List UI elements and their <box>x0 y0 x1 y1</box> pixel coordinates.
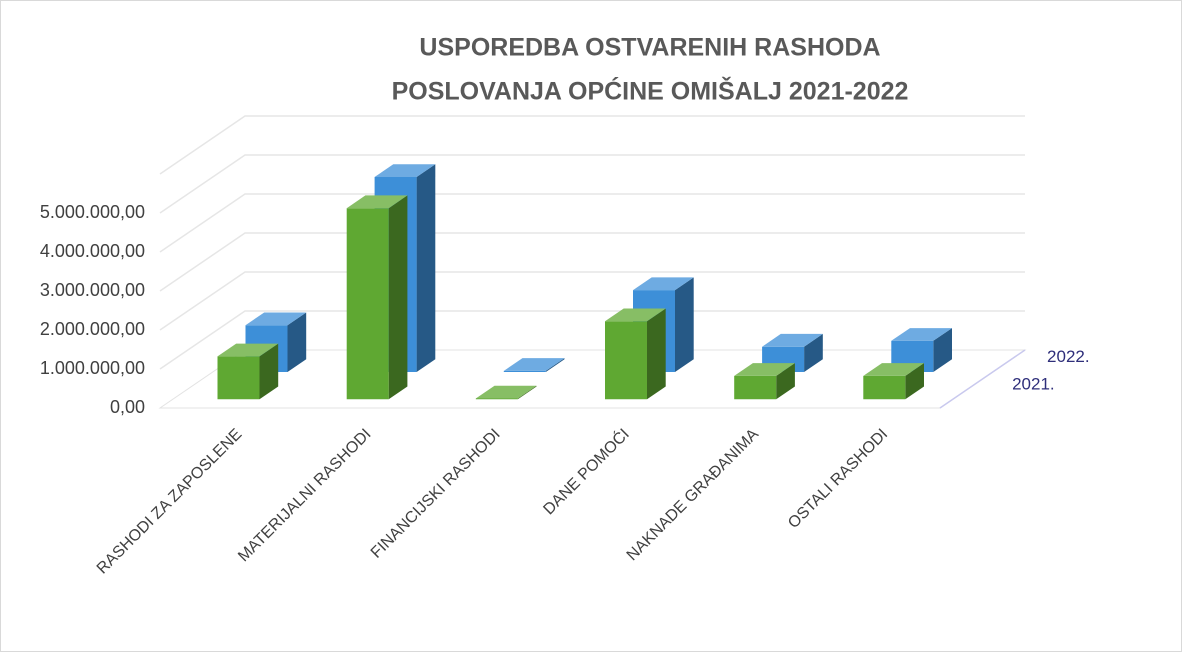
bar-side <box>647 308 666 400</box>
bar-top <box>503 358 565 371</box>
grid-line <box>159 232 1025 292</box>
bar-top <box>863 363 924 376</box>
bar-front <box>605 321 647 400</box>
bar <box>605 308 666 400</box>
side-edge <box>939 349 1026 409</box>
bar-front <box>475 398 518 400</box>
bar-top <box>245 312 307 326</box>
bar-top <box>891 328 952 341</box>
bar-top <box>605 308 666 322</box>
bar-side <box>905 363 924 400</box>
bar-top <box>346 195 408 209</box>
bar-top <box>374 164 436 177</box>
bar-side <box>545 358 565 372</box>
bar <box>863 363 924 400</box>
bar-side <box>259 343 279 400</box>
chart-title: POSLOVANJA OPĆINE OMIŠALJ 2021-2022 <box>392 76 909 106</box>
grid-line <box>159 115 1025 175</box>
y-tick-label: 2.000.000,00 <box>40 319 145 339</box>
bar-side <box>933 328 952 372</box>
bar-side <box>776 363 795 400</box>
bar-top <box>633 277 694 291</box>
bar <box>217 343 279 400</box>
grid-line <box>159 193 1025 253</box>
bar-front <box>863 375 906 400</box>
grid-line <box>159 154 1025 214</box>
chart-title: USPOREDBA OSTVARENIH RASHODA <box>419 34 880 62</box>
bar-top <box>762 333 823 347</box>
bar-side <box>416 164 436 372</box>
y-tick-label: 3.000.000,00 <box>40 280 145 300</box>
bar-side <box>388 195 408 400</box>
bar-side <box>675 277 694 372</box>
bar-front <box>734 375 777 400</box>
y-tick-label: 5.000.000,00 <box>40 202 145 222</box>
bar <box>346 195 408 400</box>
series-label: 2022. <box>1047 347 1090 366</box>
bar-top <box>217 343 279 357</box>
bar-front <box>503 370 546 372</box>
bar-top <box>734 363 795 376</box>
y-tick-label: 1.000.000,00 <box>40 358 145 378</box>
bar <box>503 358 565 372</box>
bar-top <box>475 385 537 399</box>
bar-front <box>346 208 389 400</box>
bar-side <box>804 333 823 372</box>
grid-line <box>159 271 1025 331</box>
y-tick-label: 4.000.000,00 <box>40 241 145 261</box>
bar <box>475 385 537 400</box>
bar-side <box>517 385 537 400</box>
series-label: 2021. <box>1012 374 1055 393</box>
bar-front <box>217 356 260 400</box>
bar <box>734 363 795 400</box>
grid-line <box>159 310 1025 370</box>
bar-side <box>287 312 307 372</box>
y-tick-label: 0,00 <box>110 397 145 417</box>
